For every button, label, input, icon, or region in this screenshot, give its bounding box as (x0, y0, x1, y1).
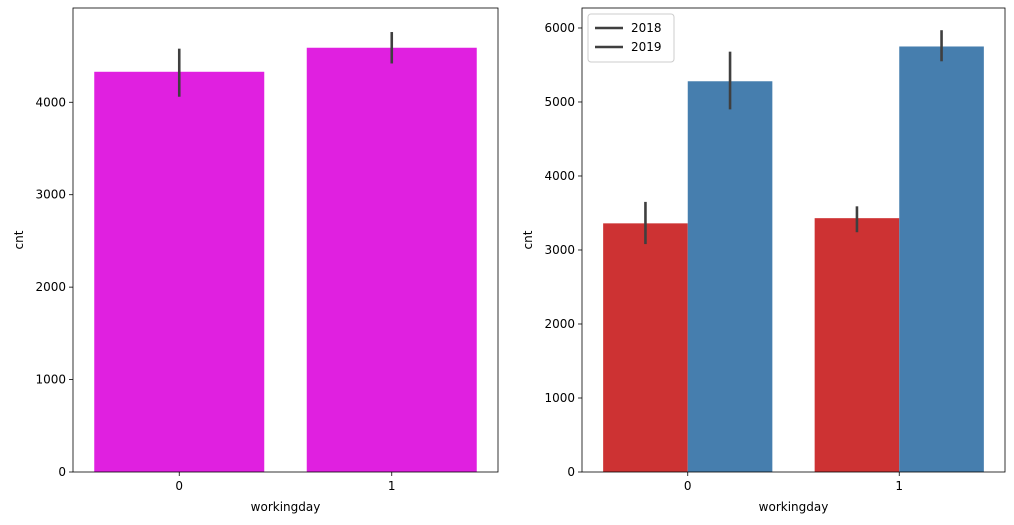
bar-series-cat-1 (306, 47, 477, 472)
y-tick-label: 1000 (544, 391, 575, 405)
y-tick-label: 1000 (35, 373, 66, 387)
x-tick-label: 0 (684, 479, 692, 493)
y-tick-label: 0 (58, 465, 66, 479)
bar-2019-cat-0 (687, 81, 773, 473)
y-axis-label: cnt (12, 230, 26, 249)
legend-label-2019: 2019 (631, 40, 662, 54)
bar-2019-cat-1 (899, 46, 984, 472)
y-axis-label: cnt (521, 230, 535, 249)
y-tick-label: 4000 (35, 95, 66, 109)
y-tick-label: 3000 (544, 243, 575, 257)
legend-label-2018: 2018 (631, 21, 662, 35)
x-axis-label: workingday (759, 500, 829, 514)
y-tick-label: 2000 (35, 280, 66, 294)
left-bar-chart: 0 1000 2000 3000 4000 0 1 workingday cnt (12, 7, 499, 514)
bar-2018-cat-0 (603, 223, 688, 472)
axes-frame (72, 7, 499, 473)
x-axis-label: workingday (251, 500, 321, 514)
x-tick-label: 1 (895, 479, 903, 493)
bar-2018-cat-1 (814, 218, 900, 472)
legend (587, 13, 675, 63)
axes-frame (581, 7, 1006, 473)
y-tick-label: 3000 (35, 188, 66, 202)
y-tick-label: 2000 (544, 317, 575, 331)
y-tick-label: 0 (567, 465, 575, 479)
y-tick-label: 4000 (544, 169, 575, 183)
right-grouped-bar-chart: 0 1000 2000 3000 4000 5000 6000 0 1 workingday cnt… (521, 7, 1006, 514)
y-tick-label: 5000 (544, 95, 575, 109)
x-tick-label: 1 (388, 479, 396, 493)
bar-series-cat-0 (94, 71, 265, 473)
x-tick-label: 0 (175, 479, 183, 493)
y-tick-label: 6000 (544, 21, 575, 35)
